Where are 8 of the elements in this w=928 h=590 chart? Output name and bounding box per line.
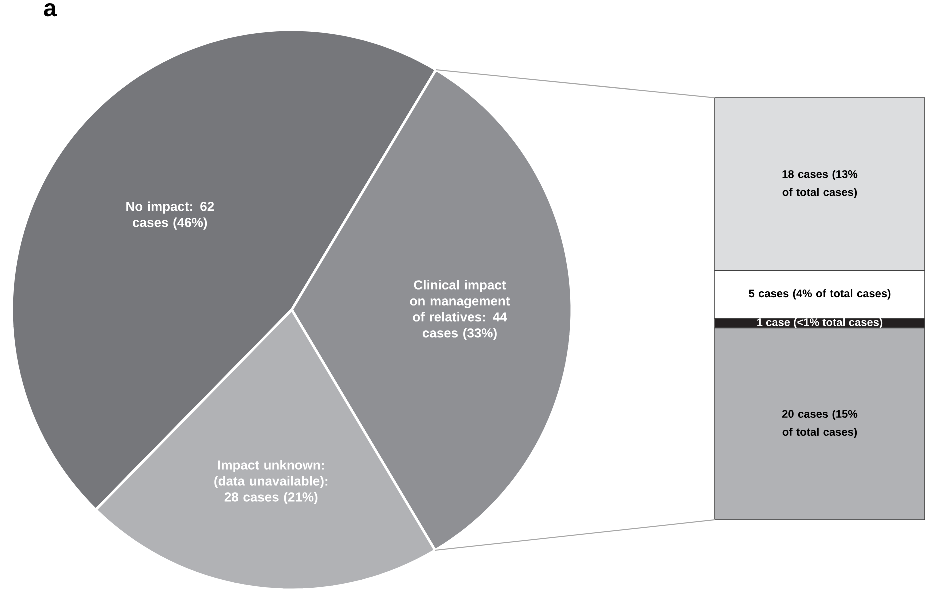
slice-label: No impact: 62 cases (46%) bbox=[126, 202, 214, 230]
slice-label: Clinical impact on management of relatives: 44 cases (33%) bbox=[410, 280, 510, 340]
data-label: 5 cases (4% of total cases) bbox=[749, 289, 891, 300]
data-label: 18 cases (13% of total cases) bbox=[782, 170, 858, 198]
data-label: 20 cases (15% of total cases) bbox=[782, 410, 858, 438]
data-label: 1 case (<1% total cases) bbox=[758, 318, 883, 329]
chart-title: a bbox=[44, 4, 58, 17]
slice-label: Impact unknown: (data unavailable): 28 cases (21%) bbox=[214, 460, 328, 504]
